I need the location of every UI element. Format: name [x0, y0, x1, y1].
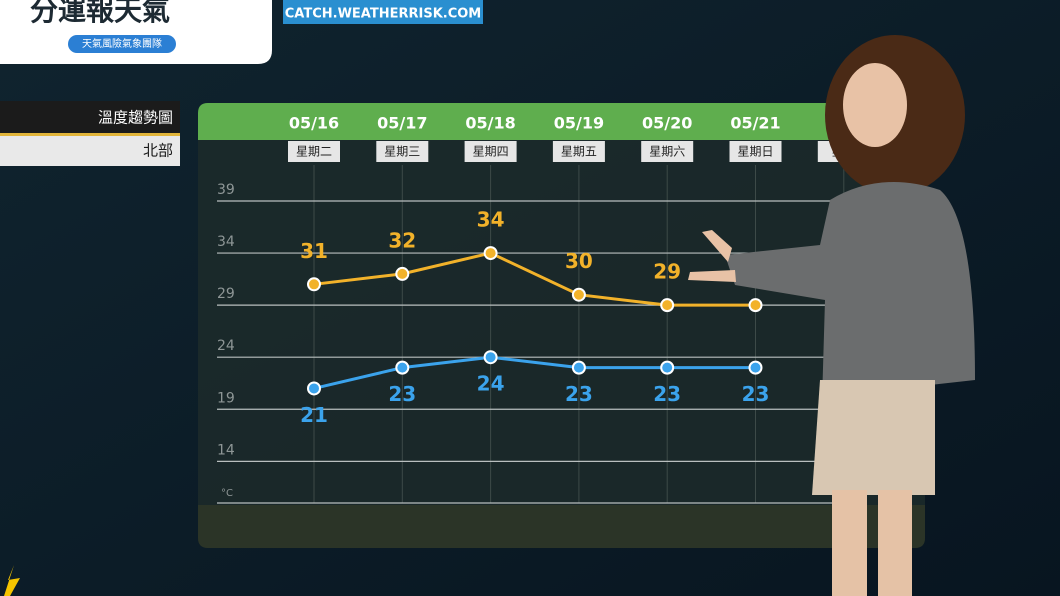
data-label: 30	[565, 249, 593, 273]
data-label: 29	[653, 260, 681, 284]
data-point	[307, 277, 321, 292]
side-region-box	[0, 136, 180, 166]
weekday-box	[464, 141, 517, 162]
data-point	[748, 360, 763, 375]
weekday-label: 星期二	[296, 145, 332, 159]
side-title-box	[0, 101, 180, 133]
data-point	[483, 350, 498, 365]
logo-title: 分運報天氣	[30, 0, 170, 27]
y-tick-label: 14	[217, 442, 235, 458]
data-point	[571, 287, 586, 302]
website-banner	[283, 0, 483, 24]
data-point	[748, 298, 763, 313]
weekday-box	[552, 141, 605, 162]
data-point	[395, 266, 410, 281]
data-point	[307, 381, 321, 396]
logo-box	[0, 0, 272, 64]
data-label: 31	[300, 239, 328, 263]
weekday-box	[376, 141, 429, 162]
x-tick-label: 05/18	[465, 114, 515, 133]
y-tick-label: 24	[217, 338, 235, 354]
data-point	[660, 360, 675, 375]
y-tick-label: 39	[217, 182, 235, 198]
data-point	[483, 246, 498, 261]
data-label: 32	[388, 228, 416, 252]
side-divider	[0, 133, 180, 136]
x-tick-label: 05/21	[730, 114, 780, 133]
weekday-label: 星期三	[384, 145, 420, 159]
side-region: 北部	[143, 142, 173, 160]
data-label: 21	[300, 403, 328, 427]
data-label: 23	[653, 382, 681, 406]
x-tick-label: 05/17	[377, 114, 427, 133]
website: CATCH.WEATHERRISK.COM	[285, 7, 481, 22]
unit-label: °C	[221, 488, 233, 499]
bolt-icon	[4, 565, 20, 596]
data-label: 23	[388, 382, 416, 406]
series-line	[313, 251, 756, 307]
logo-badge	[68, 35, 176, 53]
weekday-label: 星期五	[561, 145, 597, 159]
x-tick-label: 05/16	[289, 114, 339, 133]
weekday-box	[288, 141, 340, 162]
series-line	[313, 355, 756, 390]
data-label: 23	[742, 382, 770, 406]
x-tick-label: 05/20	[642, 114, 692, 133]
weekday-box	[729, 141, 782, 162]
weekday-box	[641, 141, 694, 162]
weekday-label: 星期日	[737, 145, 773, 159]
plot: 05/16 星期二 05/17 星期三 05/18 星期四 05/19 星期五 05/20 星期六…	[217, 114, 870, 504]
presenter	[688, 35, 975, 596]
data-label: 34	[477, 208, 505, 232]
y-tick-label: 19	[217, 390, 235, 406]
data-point	[571, 360, 586, 375]
weekday-label: 星期四	[473, 145, 509, 159]
x-tick-label: 05/19	[554, 114, 604, 133]
y-tick-label: 34	[217, 234, 235, 250]
data-point	[395, 360, 410, 375]
data-label: 24	[477, 372, 505, 396]
chart-footer	[198, 505, 925, 548]
y-tick-label: 29	[217, 286, 235, 302]
chart-header	[198, 103, 925, 140]
data-point	[660, 298, 675, 313]
logo-subtitle: 天氣風險氣象團隊	[82, 37, 162, 50]
weekday-label: 星期六	[649, 145, 685, 159]
side-title: 溫度趨勢圖	[98, 109, 173, 127]
chart-panel	[198, 103, 925, 548]
data-label: 23	[565, 382, 593, 406]
